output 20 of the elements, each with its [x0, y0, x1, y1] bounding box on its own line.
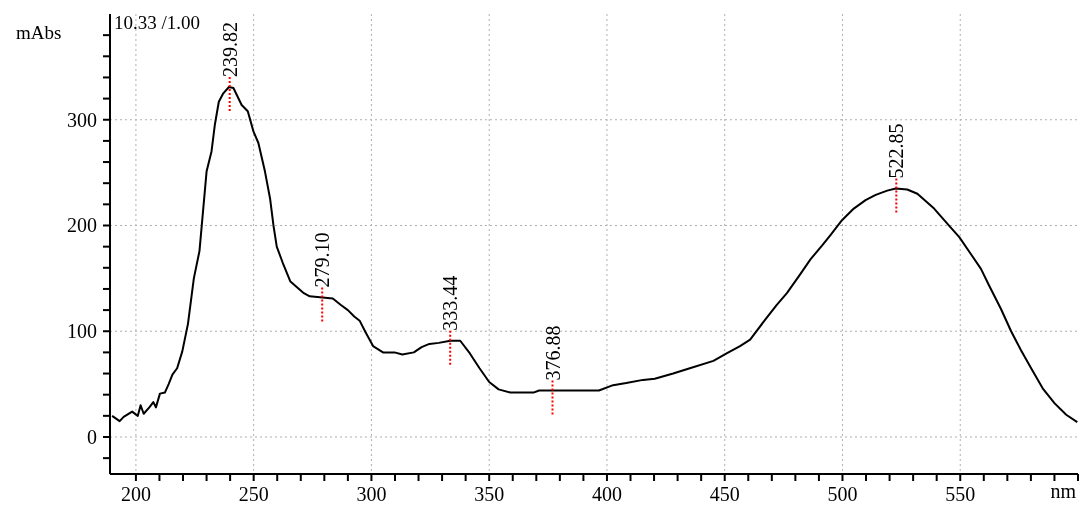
annotation: 10.33 /1.00: [114, 12, 201, 34]
y-tick-label: 200: [67, 214, 97, 237]
annotation: 522.85: [885, 123, 908, 179]
x-tick-label: 300: [356, 483, 387, 505]
x-tick-label: 500: [827, 483, 858, 505]
x-tick-label: 550: [945, 483, 976, 505]
x-axis-title: nm: [1050, 480, 1077, 502]
x-tick-label: 200: [120, 483, 151, 505]
y-axis-title: mAbs: [16, 22, 62, 44]
x-tick-label: 450: [709, 483, 740, 505]
annotation: 333.44: [439, 275, 462, 331]
x-tick-label: 350: [474, 483, 505, 505]
annotation: 376.88: [541, 325, 564, 381]
annotation: 279.10: [311, 232, 334, 288]
annotation: 239.82: [218, 21, 241, 77]
x-tick-label: 250: [238, 483, 269, 505]
x-tick-label: 400: [591, 483, 622, 505]
y-tick-label: 0: [87, 425, 97, 448]
y-tick-label: 300: [67, 108, 97, 131]
y-tick-label: 100: [67, 320, 97, 343]
